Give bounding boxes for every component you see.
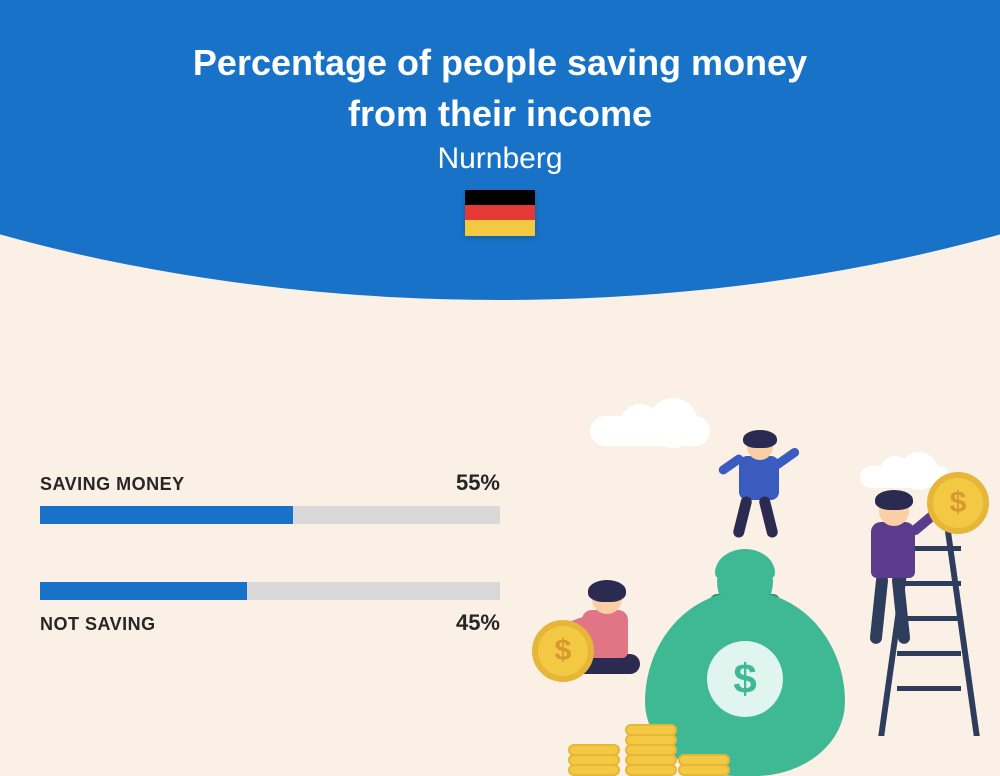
cloud-icon	[590, 416, 710, 446]
city-name: Nurnberg	[0, 142, 1000, 176]
bar-track	[40, 582, 500, 600]
bar-not-saving: NOT SAVING 45%	[40, 582, 500, 636]
bar-saving-money: SAVING MONEY 55%	[40, 470, 500, 524]
coin-icon: $	[532, 620, 594, 682]
bar-fill	[40, 582, 247, 600]
header: Percentage of people saving money from t…	[0, 40, 1000, 241]
coin-icon: $	[927, 472, 989, 534]
person-right-icon: $	[855, 476, 975, 736]
coin-stack-icon	[568, 746, 620, 776]
person-top-icon	[715, 434, 815, 544]
bar-fill	[40, 506, 293, 524]
coin-stack-icon	[625, 726, 677, 776]
coin-stack-icon	[678, 756, 730, 776]
dollar-sign-icon: $	[707, 641, 783, 717]
bar-track	[40, 506, 500, 524]
germany-flag-icon	[465, 190, 535, 236]
title-line2: from their income	[0, 91, 1000, 138]
bar-value: 55%	[456, 470, 500, 496]
person-left-icon: $	[550, 584, 645, 714]
bar-label: NOT SAVING	[40, 614, 156, 635]
bar-label: SAVING MONEY	[40, 474, 185, 495]
bar-value: 45%	[456, 610, 500, 636]
title-line1: Percentage of people saving money	[0, 40, 1000, 87]
progress-chart: SAVING MONEY 55% NOT SAVING 45%	[40, 470, 500, 694]
money-illustration: $ $ $	[550, 426, 980, 776]
